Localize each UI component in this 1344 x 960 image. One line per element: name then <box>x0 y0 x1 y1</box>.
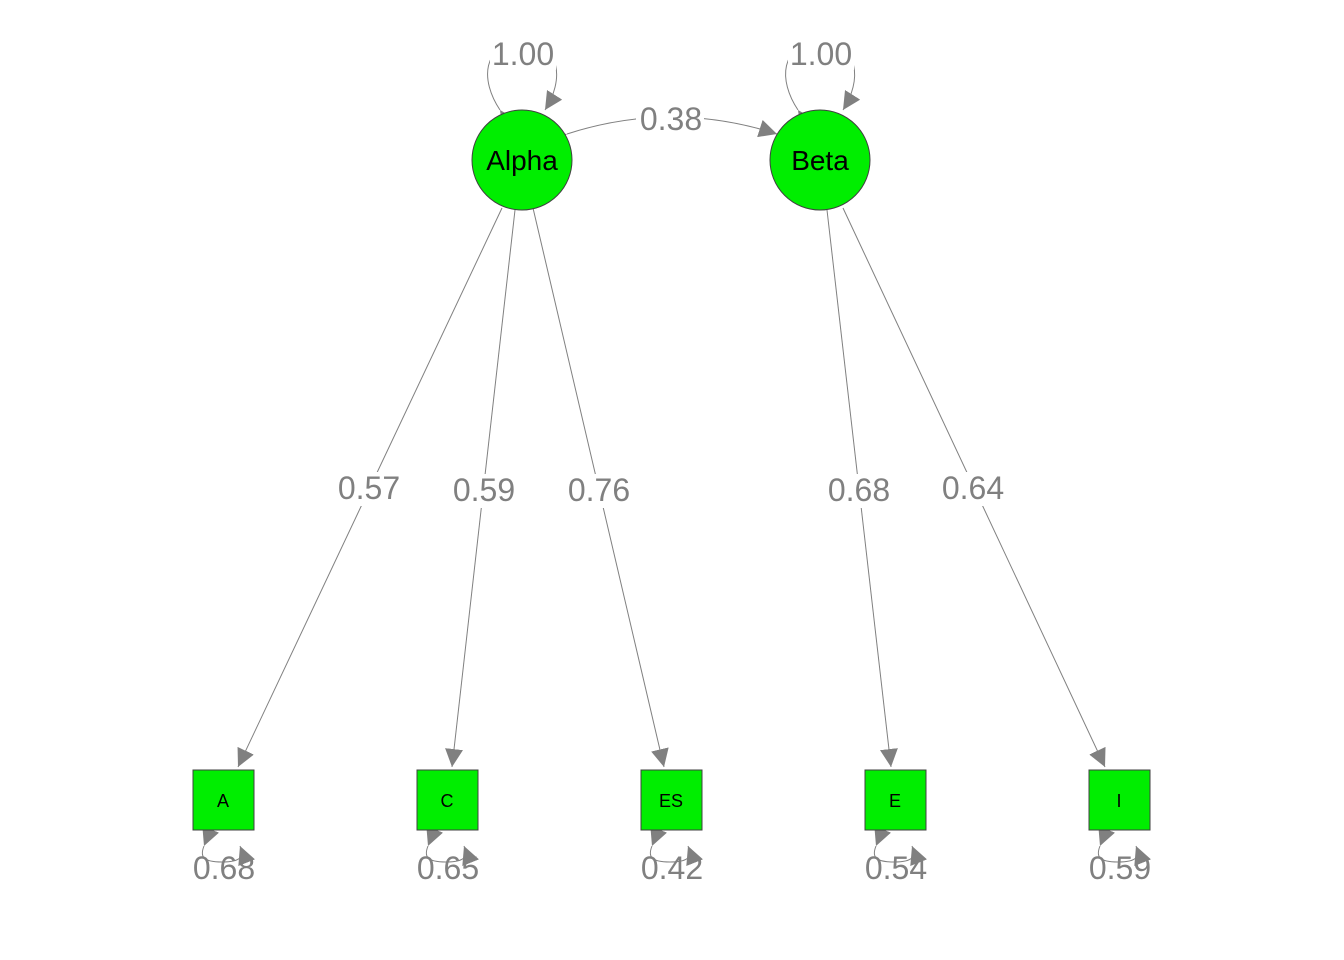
residual-label: 0.59 <box>1089 850 1151 886</box>
loading-label-bg <box>336 472 404 506</box>
variance-label-bg <box>490 38 556 70</box>
covariance-label: 0.38 <box>640 101 702 137</box>
manifest-box <box>640 769 703 831</box>
loading-alpha-ES: 0.76 <box>532 207 669 768</box>
variance-loop-alpha: 1.00 <box>487 36 563 130</box>
latent-node-alpha: Alpha <box>471 109 573 211</box>
residual-label: 0.54 <box>865 850 927 886</box>
manifest-label: I <box>1116 791 1121 811</box>
residual-E: 0.54 <box>865 825 928 886</box>
manifest-node-A: A <box>192 769 255 831</box>
manifest-box <box>1088 769 1151 831</box>
manifest-label: C <box>441 791 454 811</box>
variance-label-bg <box>788 38 854 70</box>
manifest-label: E <box>889 791 901 811</box>
residual-label: 0.42 <box>641 850 703 886</box>
loading-alpha-A: 0.57 <box>237 207 503 768</box>
residual-ES: 0.42 <box>641 825 704 886</box>
loading-label-bg <box>939 472 1007 506</box>
residual-label: 0.65 <box>417 850 479 886</box>
manifest-node-I: I <box>1088 769 1151 831</box>
loading-label-bg <box>450 474 518 508</box>
manifest-label: A <box>217 791 229 811</box>
latent-label: Beta <box>791 145 849 176</box>
residual-label: 0.68 <box>193 850 255 886</box>
loading-label: 0.59 <box>453 472 515 508</box>
manifest-box <box>192 769 255 831</box>
residual-A: 0.68 <box>193 825 256 886</box>
latent-circle <box>769 109 871 211</box>
residual-loop-path <box>873 825 928 867</box>
manifest-box <box>864 769 927 831</box>
loading-label: 0.68 <box>828 472 890 508</box>
manifest-node-E: E <box>864 769 927 831</box>
variance-label: 1.00 <box>492 36 554 72</box>
residual-I: 0.59 <box>1089 825 1152 886</box>
variance-label: 1.00 <box>790 36 852 72</box>
residual-loop-path <box>649 825 704 867</box>
manifest-box <box>416 769 479 831</box>
manifest-node-C: C <box>416 769 479 831</box>
loading-label: 0.64 <box>942 470 1004 506</box>
loading-alpha-C: 0.59 <box>445 209 518 768</box>
latent-node-beta: Beta <box>769 109 871 211</box>
residual-loop-path <box>201 825 256 867</box>
residual-loop-path <box>425 825 480 867</box>
residual-loop-path <box>1097 825 1152 867</box>
manifest-label: ES <box>659 791 683 811</box>
loading-beta-E: 0.68 <box>825 209 898 768</box>
covariance-label-bg <box>636 104 704 136</box>
latent-label: Alpha <box>486 145 558 176</box>
loading-label: 0.76 <box>568 472 630 508</box>
variance-loop-beta: 1.00 <box>785 36 861 130</box>
latent-circle <box>471 109 573 211</box>
manifest-node-ES: ES <box>640 769 703 831</box>
loading-beta-I: 0.64 <box>842 207 1106 768</box>
covariance-arrow: 0.38 <box>547 101 778 149</box>
loading-label-bg <box>565 474 633 508</box>
residual-C: 0.65 <box>417 825 480 886</box>
loading-label: 0.57 <box>338 470 400 506</box>
loading-label-bg <box>825 474 893 508</box>
